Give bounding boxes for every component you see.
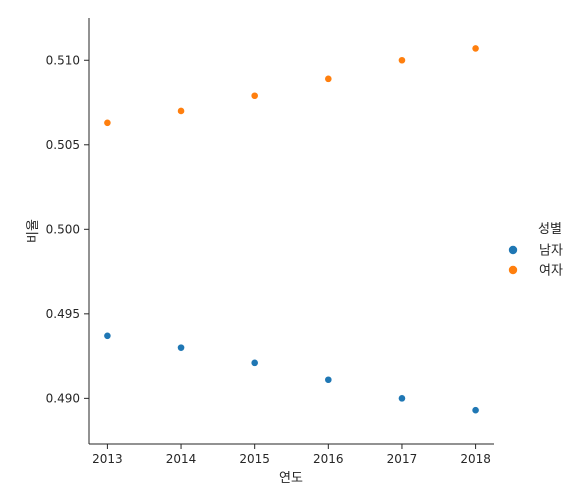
data-point-male	[177, 343, 185, 352]
x-tick-label: 2014	[166, 452, 197, 466]
data-point-male	[398, 394, 406, 403]
y-tick-label: 0.490	[46, 391, 80, 405]
tick-group: 2013 2014 2015 2016 2017 2018 0.490 0.495 0.500 0…	[46, 53, 491, 466]
legend-marker	[508, 265, 518, 275]
x-axis-label: 연도	[279, 471, 303, 486]
data-point-male	[324, 375, 333, 384]
y-tick-label: 0.505	[46, 138, 80, 152]
x-tick-label: 2017	[387, 452, 418, 466]
data-point-male	[250, 358, 259, 367]
legend-marker	[508, 245, 518, 255]
y-tick-label: 0.510	[46, 53, 80, 67]
data-point-female	[471, 44, 480, 53]
x-tick-label: 2016	[313, 452, 344, 466]
y-tick-label: 0.500	[46, 222, 80, 236]
data-point-female	[398, 56, 406, 65]
legend-label: 남자	[539, 244, 563, 259]
legend-title: 성별	[538, 222, 562, 237]
point-group	[103, 44, 480, 415]
data-point-female	[177, 107, 185, 115]
data-point-male	[103, 331, 112, 340]
data-point-male	[471, 406, 480, 415]
data-point-female	[250, 91, 259, 100]
y-axis-label: 비율	[26, 219, 41, 243]
data-point-female	[324, 74, 333, 83]
legend-label: 여자	[539, 264, 563, 279]
x-tick-label: 2015	[239, 452, 270, 466]
x-tick-label: 2018	[460, 452, 491, 466]
x-tick-label: 2013	[92, 452, 123, 466]
axes	[88, 18, 494, 445]
y-tick-label: 0.495	[46, 307, 80, 321]
data-point-female	[103, 118, 112, 127]
